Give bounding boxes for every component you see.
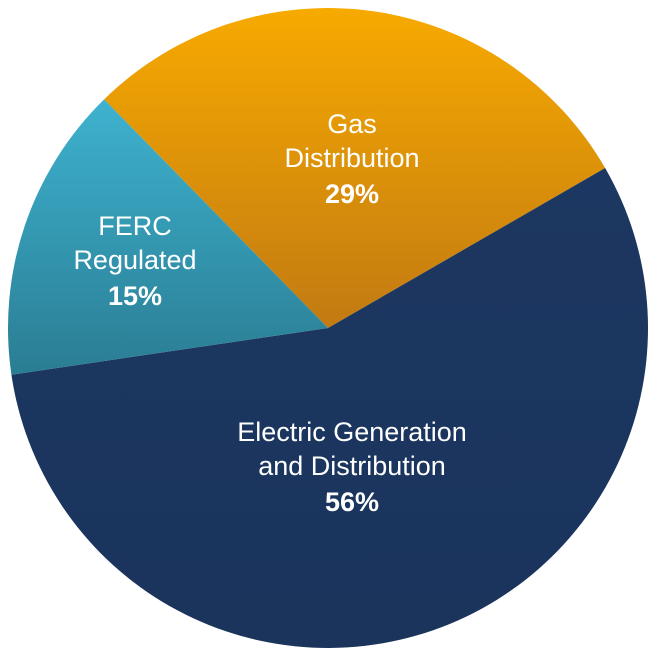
slice-value-label: 15% [108, 281, 162, 311]
slice-label: and Distribution [258, 451, 446, 481]
slice-label: Distribution [284, 143, 419, 173]
slice-label: Electric Generation [237, 417, 467, 447]
slice-label: FERC [98, 211, 172, 241]
pie-slice [104, 8, 606, 329]
slice-label: Regulated [73, 245, 196, 275]
pie-slice [7, 99, 328, 375]
slice-value-label: 56% [325, 487, 379, 517]
slice-value-label: 29% [325, 179, 379, 209]
pie-slice [11, 168, 648, 648]
slice-label: Gas [327, 109, 377, 139]
